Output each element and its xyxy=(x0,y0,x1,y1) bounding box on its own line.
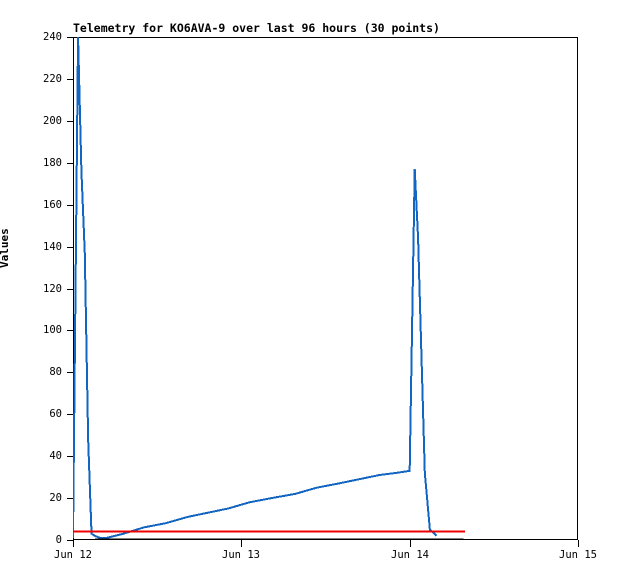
x-tick xyxy=(578,540,579,547)
y-tick xyxy=(67,540,74,541)
y-tick xyxy=(67,414,74,415)
y-axis-label: Values xyxy=(0,228,11,268)
y-tick-label: 240 xyxy=(43,31,62,43)
y-tick xyxy=(67,498,74,499)
y-tick-label: 140 xyxy=(43,241,62,253)
y-tick-label: 0 xyxy=(55,534,62,546)
x-tick-label: Jun 13 xyxy=(222,549,260,561)
y-tick xyxy=(67,121,74,122)
plot-frame xyxy=(73,37,578,540)
y-tick-label: 100 xyxy=(43,324,62,336)
y-tick xyxy=(67,330,74,331)
y-tick-label: 20 xyxy=(49,492,62,504)
y-tick-label: 160 xyxy=(43,199,62,211)
y-tick-label: 120 xyxy=(43,283,62,295)
y-tick xyxy=(67,289,74,290)
x-tick xyxy=(410,540,411,547)
x-tick-label: Jun 14 xyxy=(391,549,429,561)
y-tick xyxy=(67,163,74,164)
y-tick-label: 220 xyxy=(43,73,62,85)
y-tick-label: 80 xyxy=(49,366,62,378)
y-tick xyxy=(67,456,74,457)
y-tick-label: 180 xyxy=(43,157,62,169)
x-tick xyxy=(73,540,74,547)
y-tick xyxy=(67,37,74,38)
y-tick-label: 60 xyxy=(49,408,62,420)
y-tick xyxy=(67,247,74,248)
x-tick xyxy=(241,540,242,547)
chart-title: Telemetry for KO6AVA-9 over last 96 hour… xyxy=(73,21,440,35)
y-tick-label: 200 xyxy=(43,115,62,127)
x-tick-label: Jun 15 xyxy=(559,549,597,561)
x-tick-label: Jun 12 xyxy=(54,549,92,561)
y-tick xyxy=(67,205,74,206)
y-tick xyxy=(67,79,74,80)
y-tick-label: 40 xyxy=(49,450,62,462)
y-tick xyxy=(67,372,74,373)
